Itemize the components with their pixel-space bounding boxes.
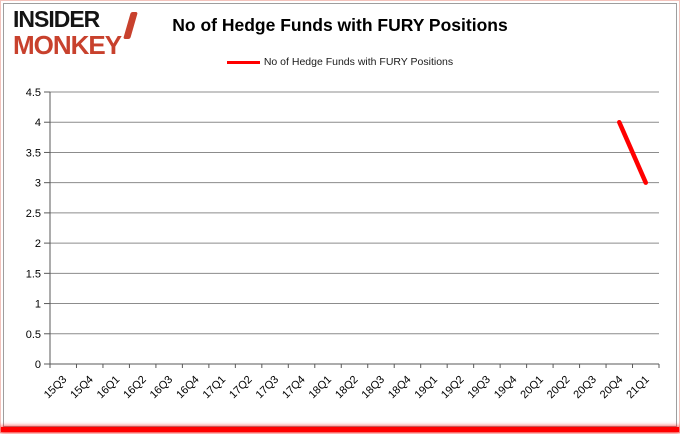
y-tick-label: 3.5: [26, 147, 41, 159]
logo-text-monkey: MONKEY: [13, 30, 122, 60]
x-tick-label: 16Q1: [95, 374, 123, 402]
series-line-fury: [617, 119, 649, 185]
x-tick-label: 19Q2: [439, 374, 467, 402]
x-tick-label: 19Q1: [413, 374, 441, 402]
x-tick-label: 19Q4: [492, 374, 520, 402]
bottom-red-border: [1, 427, 679, 432]
x-tick-label: 16Q3: [148, 374, 176, 402]
x-tick-label: 20Q1: [518, 374, 546, 402]
legend-line-marker: [226, 60, 260, 64]
x-tick-label: 16Q4: [174, 374, 202, 402]
x-tick-label: 18Q1: [307, 374, 335, 402]
x-tick-label: 19Q3: [465, 374, 493, 402]
x-tick-label: 17Q2: [227, 374, 255, 402]
y-tick-label: 0.5: [26, 329, 41, 341]
chart-title: No of Hedge Funds with FURY Positions: [172, 15, 508, 35]
x-tick-label: 16Q2: [121, 374, 149, 402]
x-tick-label: 15Q4: [68, 374, 96, 402]
legend-label: No of Hedge Funds with FURY Positions: [263, 56, 454, 68]
x-tick-label: 17Q1: [201, 374, 229, 402]
chart-frame: INSIDER MONKEY No of Hedge Funds with FU…: [3, 3, 677, 427]
x-tick-label: 20Q3: [571, 374, 599, 402]
x-tick-label: 20Q4: [598, 374, 626, 402]
x-tick-label: 17Q4: [280, 374, 308, 402]
x-tick-label: 21Q1: [624, 374, 652, 402]
y-tick-label: 2.5: [26, 208, 41, 220]
y-tick-label: 1: [35, 299, 41, 311]
y-tick-label: 4.5: [26, 87, 41, 99]
y-tick-label: 1.5: [26, 268, 41, 280]
logo-text-insider: INSIDER: [13, 6, 100, 32]
y-tick-label: 3: [35, 178, 41, 190]
x-tick-label: 15Q3: [42, 374, 70, 402]
x-tick-label: 18Q4: [386, 374, 414, 402]
insider-monkey-logo: INSIDER MONKEY: [13, 6, 138, 60]
y-tick-label: 4: [35, 117, 41, 129]
chart-legend: No of Hedge Funds with FURY Positions: [4, 56, 676, 68]
y-tick-label: 2: [35, 238, 41, 250]
x-tick-label: 20Q2: [545, 374, 573, 402]
x-tick-label: 17Q3: [254, 374, 282, 402]
x-tick-label: 18Q2: [333, 374, 361, 402]
y-tick-label: 0: [35, 359, 41, 371]
x-tick-label: 18Q3: [360, 374, 388, 402]
